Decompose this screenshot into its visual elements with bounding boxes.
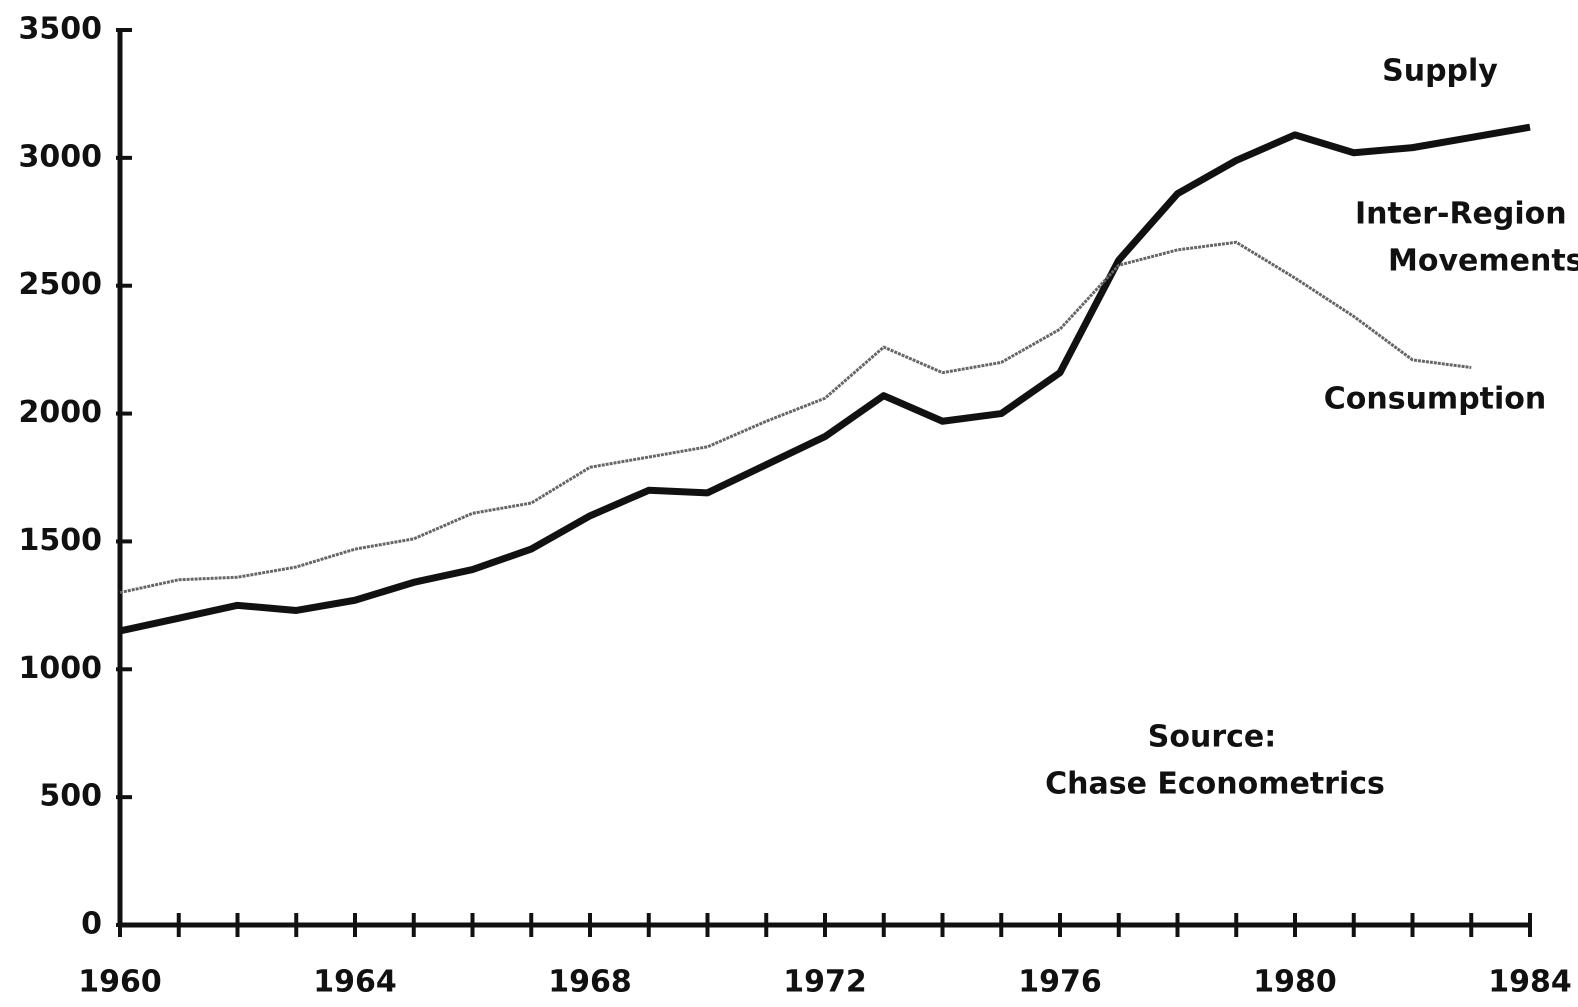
- x-tick-label: 1980: [1253, 965, 1337, 1000]
- series-line: [119, 123, 1531, 635]
- series-label: Supply: [1382, 54, 1498, 89]
- y-tick-label: 1500: [19, 523, 103, 558]
- x-tick-label: 1968: [548, 965, 632, 1000]
- series-label: Consumption: [1324, 382, 1547, 417]
- annotation: Movements: [1388, 244, 1578, 279]
- x-tick-label: 1972: [783, 965, 867, 1000]
- annotation: Inter-Region: [1355, 197, 1567, 232]
- annotation: Chase Econometrics: [1045, 767, 1385, 802]
- annotation: Source:: [1148, 720, 1277, 755]
- y-tick-label: 2500: [19, 267, 103, 302]
- y-tick-label: 3500: [19, 12, 103, 47]
- y-tick-label: 500: [39, 779, 102, 814]
- y-tick-label: 3000: [19, 139, 103, 174]
- series-line: [119, 240, 1472, 595]
- y-tick-label: 2000: [19, 395, 103, 430]
- x-tick-label: 1960: [78, 965, 162, 1000]
- x-tick-label: 1976: [1018, 965, 1102, 1000]
- y-tick-label: 0: [81, 907, 102, 942]
- x-tick-label: 1964: [313, 965, 397, 1000]
- x-tick-label: 1984: [1488, 965, 1572, 1000]
- y-tick-label: 1000: [19, 651, 103, 686]
